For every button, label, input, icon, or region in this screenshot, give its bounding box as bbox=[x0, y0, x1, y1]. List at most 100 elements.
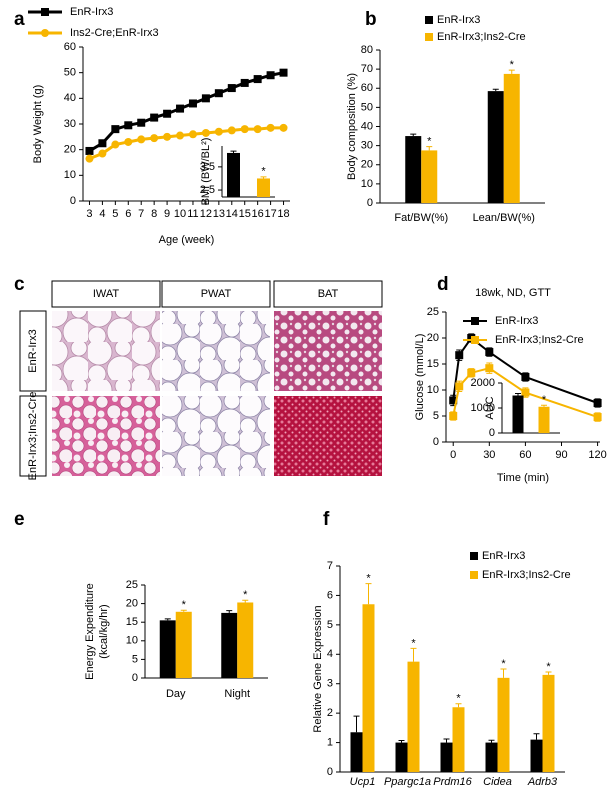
x-tick-label: 17 bbox=[264, 208, 276, 220]
x-tick-label: 60 bbox=[519, 449, 531, 461]
y-tick-label: 80 bbox=[361, 44, 373, 56]
marker bbox=[201, 94, 210, 103]
marker bbox=[240, 125, 249, 134]
marker bbox=[85, 154, 94, 163]
marker bbox=[137, 135, 146, 144]
error-bar bbox=[164, 618, 171, 621]
error-bar bbox=[260, 176, 267, 179]
x-tick-label: 12 bbox=[200, 208, 212, 220]
panel-label: a bbox=[14, 9, 25, 30]
x-tick-label: 3 bbox=[86, 208, 92, 220]
y-tick-label: 3 bbox=[327, 678, 333, 690]
error-bar bbox=[488, 739, 495, 743]
x-tick-label: 8 bbox=[151, 208, 157, 220]
significance: * bbox=[243, 589, 248, 601]
panel-label: e bbox=[14, 509, 25, 530]
marker bbox=[98, 139, 107, 148]
marker bbox=[593, 413, 602, 422]
y-tick-label: 10 bbox=[427, 384, 439, 396]
x-tick-label: Lean/BW(%) bbox=[473, 212, 535, 224]
x-tick-label: Prdm16 bbox=[433, 776, 472, 788]
histology-image bbox=[52, 311, 160, 391]
x-axis-label: Age (week) bbox=[159, 234, 215, 246]
y-tick-label: 0 bbox=[327, 766, 333, 778]
marker bbox=[266, 71, 275, 80]
y-tick-label: 4 bbox=[327, 648, 333, 660]
y-tick-label: 20 bbox=[64, 144, 76, 156]
x-tick-label: 18 bbox=[277, 208, 289, 220]
error-bar bbox=[455, 703, 462, 708]
panel-label: b bbox=[365, 9, 377, 30]
y-tick-label: 7 bbox=[327, 560, 333, 572]
x-tick-label: 10 bbox=[174, 208, 186, 220]
bar bbox=[227, 152, 240, 197]
marker bbox=[240, 78, 249, 87]
y-tick-label: 3.5 bbox=[200, 161, 215, 173]
x-tick-label: 4 bbox=[99, 208, 105, 220]
legend-label: EnR-Irx3;Ins2-Cre bbox=[482, 569, 571, 581]
histology-image bbox=[162, 311, 270, 391]
y-tick-label: 30 bbox=[64, 118, 76, 130]
x-tick-label: Day bbox=[166, 688, 186, 700]
y-tick-label: 20 bbox=[427, 332, 439, 344]
y-tick-label: 40 bbox=[361, 120, 373, 132]
legend-label: EnR-Irx3 bbox=[437, 14, 480, 26]
marker bbox=[214, 127, 223, 136]
legend-swatch bbox=[470, 552, 478, 560]
y-tick-label: 25 bbox=[126, 579, 138, 591]
error-bar bbox=[443, 738, 450, 743]
error-bar bbox=[242, 599, 249, 603]
error-bar bbox=[353, 715, 360, 733]
series-line bbox=[88, 126, 284, 161]
legend-marker bbox=[41, 8, 49, 16]
y-axis-label: BMI (BW/BL²) bbox=[200, 138, 212, 206]
x-tick-label: 5 bbox=[112, 208, 118, 220]
y-tick-label: 15 bbox=[126, 616, 138, 628]
x-tick-label: 0 bbox=[450, 449, 456, 461]
y-tick-label: 20 bbox=[361, 159, 373, 171]
error-bar bbox=[398, 740, 405, 743]
error-bar bbox=[180, 609, 187, 612]
row-header: EnR-Irx3;Ins2-Cre bbox=[27, 392, 39, 481]
error-bar bbox=[533, 733, 540, 740]
error-bar bbox=[365, 583, 372, 605]
marker bbox=[163, 109, 172, 118]
y-tick-label: 10 bbox=[361, 178, 373, 190]
significance: * bbox=[366, 573, 371, 585]
bar bbox=[487, 91, 504, 203]
bar bbox=[440, 742, 453, 772]
x-tick-label: Fat/BW(%) bbox=[394, 212, 448, 224]
chart-title: 18wk, ND, GTT bbox=[475, 287, 551, 299]
marker bbox=[201, 128, 210, 137]
marker bbox=[111, 140, 120, 149]
panel-label: d bbox=[437, 274, 449, 295]
histology-image bbox=[162, 396, 270, 476]
bar bbox=[221, 612, 238, 678]
row-header-box bbox=[19, 395, 47, 477]
significance: * bbox=[261, 166, 266, 178]
y-tick-label: 5 bbox=[132, 653, 138, 665]
significance: * bbox=[542, 394, 547, 406]
marker bbox=[279, 68, 288, 77]
marker bbox=[176, 104, 185, 113]
marker bbox=[253, 125, 262, 134]
column-header-box bbox=[161, 280, 271, 308]
marker bbox=[150, 113, 159, 122]
x-tick-label: Night bbox=[224, 688, 250, 700]
x-tick-label: 15 bbox=[239, 208, 251, 220]
x-tick-label: Adrb3 bbox=[527, 776, 558, 788]
column-header-box bbox=[273, 280, 383, 308]
y-tick-label: 1 bbox=[327, 736, 333, 748]
y-tick-label: 20 bbox=[126, 598, 138, 610]
bar bbox=[530, 739, 543, 772]
marker bbox=[485, 364, 494, 373]
legend-label: Ins2-Cre;EnR-Irx3 bbox=[70, 27, 159, 39]
significance: * bbox=[411, 637, 416, 649]
y-axis-label: Relative Gene Expression bbox=[312, 605, 324, 732]
x-tick-label: 90 bbox=[555, 449, 567, 461]
x-tick-label: 9 bbox=[164, 208, 170, 220]
bar bbox=[159, 620, 176, 678]
bar bbox=[405, 136, 422, 203]
